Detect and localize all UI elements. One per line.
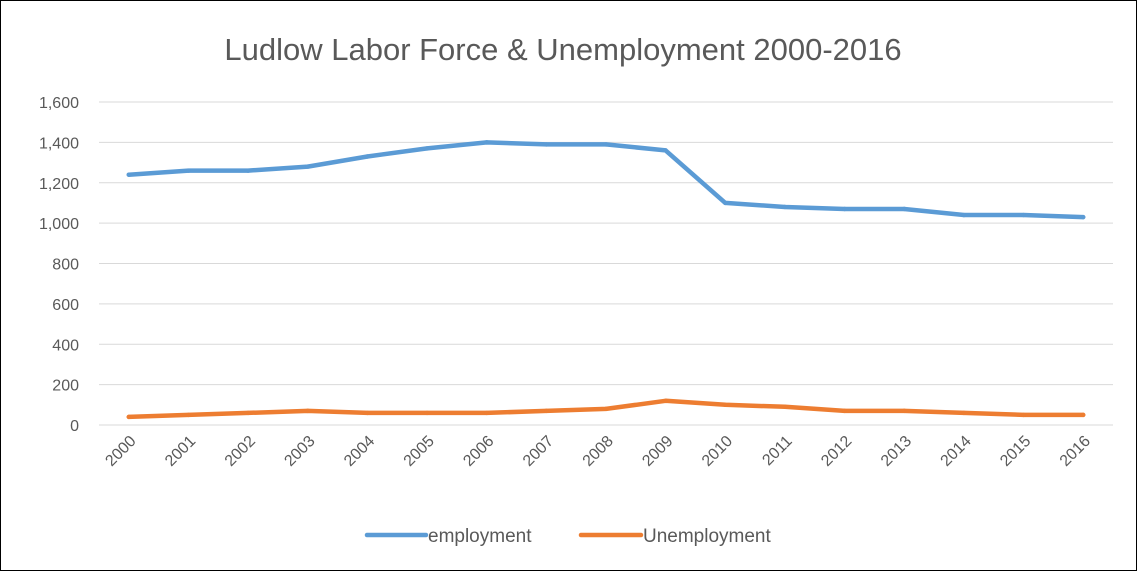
- data-point-unemployment: [603, 406, 609, 412]
- x-tick-label: 2016: [1057, 433, 1094, 470]
- data-point-employment: [902, 206, 907, 212]
- x-tick-label: 2009: [639, 433, 676, 470]
- x-tick-label: 2008: [580, 433, 617, 470]
- data-point-unemployment: [1021, 412, 1026, 418]
- data-point-unemployment: [663, 398, 668, 403]
- y-tick-label: 1,600: [39, 95, 79, 112]
- x-tick-label: 2012: [818, 433, 855, 470]
- x-tick-label: 2000: [102, 433, 139, 470]
- x-axis: 2000 2001 2002 2003 2004 2005 2006 2007 2008 2009…: [102, 433, 1094, 470]
- y-tick-label: 200: [52, 378, 79, 395]
- series-lines: [126, 140, 1086, 420]
- data-point-employment: [603, 142, 609, 147]
- x-tick-label: 2010: [699, 433, 736, 470]
- x-tick-label: 2004: [341, 433, 378, 470]
- gridlines: [99, 101, 1113, 426]
- data-point-unemployment: [842, 408, 847, 414]
- data-point-unemployment: [365, 410, 370, 416]
- legend: employment Unemployment: [364, 526, 771, 547]
- data-point-employment: [126, 172, 132, 177]
- x-tick-label: 2003: [281, 433, 318, 470]
- series-line-employment: [126, 140, 1086, 220]
- y-tick-label: 0: [70, 418, 79, 435]
- data-point-employment: [484, 140, 489, 145]
- y-tick-label: 1,400: [39, 135, 79, 152]
- x-tick-label: 2002: [222, 433, 259, 470]
- y-tick-label: 1,200: [39, 176, 79, 193]
- data-point-unemployment: [245, 410, 251, 416]
- data-point-unemployment: [1080, 412, 1086, 418]
- data-point-unemployment: [782, 404, 788, 410]
- data-point-employment: [305, 164, 310, 169]
- data-point-employment: [424, 146, 430, 151]
- data-point-employment: [842, 206, 847, 212]
- data-point-unemployment: [902, 408, 907, 414]
- y-axis: 0 200 400 600 800 1,000 1,200 1,400 1,600: [39, 95, 79, 435]
- data-point-unemployment: [484, 410, 489, 416]
- x-tick-label: 2005: [401, 433, 438, 470]
- x-tick-label: 2015: [997, 433, 1034, 470]
- y-tick-label: 800: [52, 257, 79, 274]
- data-point-employment: [961, 212, 967, 218]
- data-point-unemployment: [544, 408, 549, 414]
- y-tick-label: 1,000: [39, 216, 79, 233]
- data-point-unemployment: [961, 410, 967, 416]
- legend-label-employment: employment: [428, 526, 532, 547]
- data-point-employment: [1080, 214, 1086, 220]
- data-point-employment: [723, 200, 728, 206]
- y-tick-label: 400: [52, 337, 79, 354]
- data-point-employment: [186, 168, 191, 173]
- data-point-employment: [663, 148, 668, 153]
- data-point-employment: [245, 168, 251, 173]
- data-point-unemployment: [305, 408, 310, 414]
- data-point-unemployment: [126, 414, 132, 420]
- x-tick-label: 2013: [878, 433, 915, 470]
- x-tick-label: 2001: [162, 433, 199, 470]
- data-point-employment: [782, 204, 788, 210]
- x-tick-label: 2014: [938, 433, 975, 470]
- x-tick-label: 2007: [520, 433, 557, 470]
- data-point-employment: [1021, 212, 1026, 218]
- y-tick-label: 600: [52, 297, 79, 314]
- data-point-employment: [544, 142, 549, 147]
- legend-label-unemployment: Unemployment: [643, 526, 771, 547]
- data-point-employment: [365, 154, 370, 159]
- data-point-unemployment: [424, 410, 430, 416]
- data-point-unemployment: [723, 402, 728, 408]
- data-point-unemployment: [186, 412, 191, 418]
- chart-title: Ludlow Labor Force & Unemployment 2000-2…: [224, 32, 901, 67]
- x-tick-label: 2011: [759, 433, 795, 469]
- x-tick-label: 2006: [460, 433, 497, 470]
